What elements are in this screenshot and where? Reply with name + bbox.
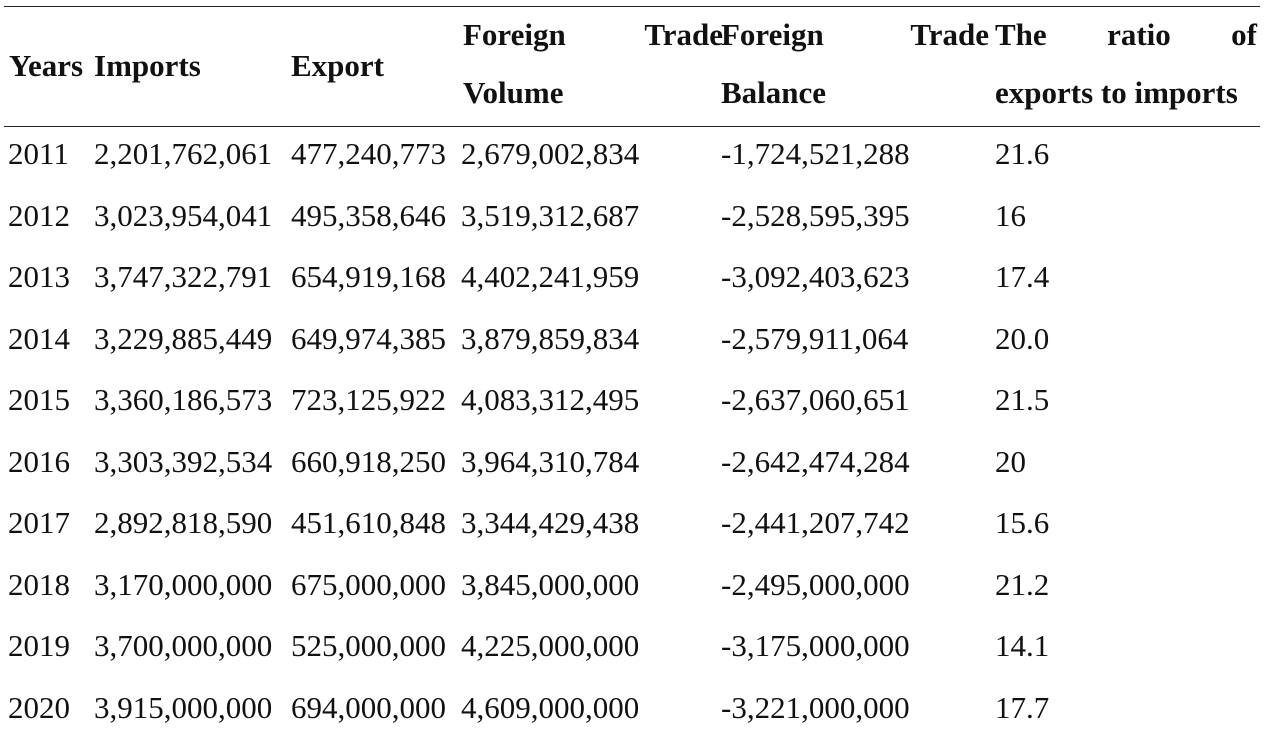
table-row: 2014 3,229,885,449 649,974,385 3,879,859…	[0, 308, 1264, 370]
cell-imports: 2,201,762,061	[94, 136, 273, 171]
cell-year: 2014	[8, 320, 70, 356]
cell-ratio: 21.6	[995, 136, 1050, 171]
header-ratio-word: The	[995, 17, 1047, 52]
table-row: 2019 3,700,000,000 525,000,000 4,225,000…	[0, 615, 1264, 677]
cell-export: 654,919,168	[291, 259, 446, 294]
cell-year: 2020	[8, 689, 70, 725]
cell-imports: 3,915,000,000	[94, 689, 273, 725]
cell-year: 2016	[8, 443, 70, 479]
cell-balance: -2,579,911,064	[721, 320, 909, 356]
cell-ratio: 21.2	[995, 566, 1050, 602]
cell-volume: 3,964,310,784	[461, 443, 640, 479]
cell-year: 2012	[8, 197, 70, 233]
header-foreign-trade-volume: Foreign Trade Volume	[463, 6, 723, 122]
cell-balance: -2,642,474,284	[721, 443, 910, 479]
cell-imports: 3,170,000,000	[94, 566, 273, 602]
cell-volume: 2,679,002,834	[461, 136, 640, 171]
cell-imports: 3,747,322,791	[94, 259, 273, 294]
cell-export: 694,000,000	[291, 689, 446, 725]
cell-volume: 3,344,429,438	[461, 505, 640, 540]
table-row: 2018 3,170,000,000 675,000,000 3,845,000…	[0, 554, 1264, 616]
cell-year: 2013	[8, 259, 70, 294]
header-export: Export	[291, 48, 384, 83]
header-ratio-word: ratio	[1107, 17, 1171, 52]
cell-export: 451,610,848	[291, 505, 446, 540]
cell-imports: 3,229,885,449	[94, 320, 273, 356]
cell-export: 477,240,773	[291, 136, 446, 171]
cell-imports: 3,023,954,041	[94, 197, 273, 233]
cell-imports: 3,360,186,573	[94, 382, 273, 417]
cell-export: 649,974,385	[291, 320, 446, 356]
header-imports: Imports	[94, 48, 201, 83]
cell-volume: 3,879,859,834	[461, 320, 640, 356]
cell-year: 2011	[8, 136, 69, 171]
header-ratio-line2: exports to imports	[995, 75, 1238, 110]
cell-ratio: 16	[995, 197, 1026, 233]
cell-imports: 2,892,818,590	[94, 505, 273, 540]
cell-year: 2017	[8, 505, 70, 540]
header-foreign-trade-volume-word: Foreign	[463, 17, 566, 52]
header-foreign-trade-balance: Foreign Trade Balance	[721, 6, 989, 122]
cell-export: 495,358,646	[291, 197, 446, 233]
cell-ratio: 20.0	[995, 320, 1050, 356]
cell-year: 2019	[8, 628, 70, 663]
cell-balance: -2,528,595,395	[721, 197, 910, 233]
cell-imports: 3,700,000,000	[94, 628, 273, 663]
header-foreign-trade-balance-word: Trade	[910, 17, 989, 52]
header-bottom-rule	[4, 126, 1260, 127]
cell-balance: -3,092,403,623	[721, 259, 910, 294]
table-row: 2012 3,023,954,041 495,358,646 3,519,312…	[0, 185, 1264, 247]
header-years: Years	[9, 48, 84, 83]
cell-year: 2018	[8, 566, 70, 602]
cell-balance: -3,175,000,000	[721, 628, 910, 663]
header-ratio-word: of	[1231, 17, 1257, 52]
table-header: Years Imports Export Foreign Trade Volum…	[0, 6, 1264, 126]
table-row: 2020 3,915,000,000 694,000,000 4,609,000…	[0, 677, 1264, 739]
table-row: 2011 2,201,762,061 477,240,773 2,679,002…	[0, 123, 1264, 185]
table-row: 2017 2,892,818,590 451,610,848 3,344,429…	[0, 492, 1264, 554]
cell-ratio: 20	[995, 443, 1026, 479]
cell-balance: -3,221,000,000	[721, 689, 910, 725]
cell-balance: -2,637,060,651	[721, 382, 910, 417]
header-foreign-trade-volume-word: Trade	[644, 17, 723, 52]
cell-ratio: 15.6	[995, 505, 1050, 540]
cell-volume: 3,519,312,687	[461, 197, 640, 233]
cell-balance: -2,441,207,742	[721, 505, 910, 540]
cell-volume: 4,225,000,000	[461, 628, 640, 663]
cell-export: 525,000,000	[291, 628, 446, 663]
table-row: 2013 3,747,322,791 654,919,168 4,402,241…	[0, 246, 1264, 308]
cell-volume: 4,609,000,000	[461, 689, 640, 725]
cell-export: 675,000,000	[291, 566, 446, 602]
cell-export: 660,918,250	[291, 443, 446, 479]
header-foreign-trade-volume-line2: Volume	[463, 75, 564, 110]
cell-export: 723,125,922	[291, 382, 446, 417]
header-foreign-trade-balance-word: Foreign	[721, 17, 824, 52]
table-row: 2016 3,303,392,534 660,918,250 3,964,310…	[0, 431, 1264, 493]
cell-ratio: 21.5	[995, 382, 1050, 417]
cell-balance: -2,495,000,000	[721, 566, 910, 602]
cell-year: 2015	[8, 382, 70, 417]
header-ratio-exports-imports: The ratio of exports to imports	[995, 6, 1257, 122]
cell-volume: 4,083,312,495	[461, 382, 640, 417]
table-body: 2011 2,201,762,061 477,240,773 2,679,002…	[0, 123, 1264, 738]
cell-ratio: 17.4	[995, 259, 1050, 294]
cell-volume: 3,845,000,000	[461, 566, 640, 602]
cell-imports: 3,303,392,534	[94, 443, 273, 479]
table-top-rule	[4, 6, 1260, 7]
header-foreign-trade-balance-line2: Balance	[721, 75, 827, 110]
cell-ratio: 17.7	[995, 689, 1050, 725]
table-row: 2015 3,360,186,573 723,125,922 4,083,312…	[0, 369, 1264, 431]
cell-volume: 4,402,241,959	[461, 259, 640, 294]
cell-ratio: 14.1	[995, 628, 1050, 663]
cell-balance: -1,724,521,288	[721, 136, 910, 171]
